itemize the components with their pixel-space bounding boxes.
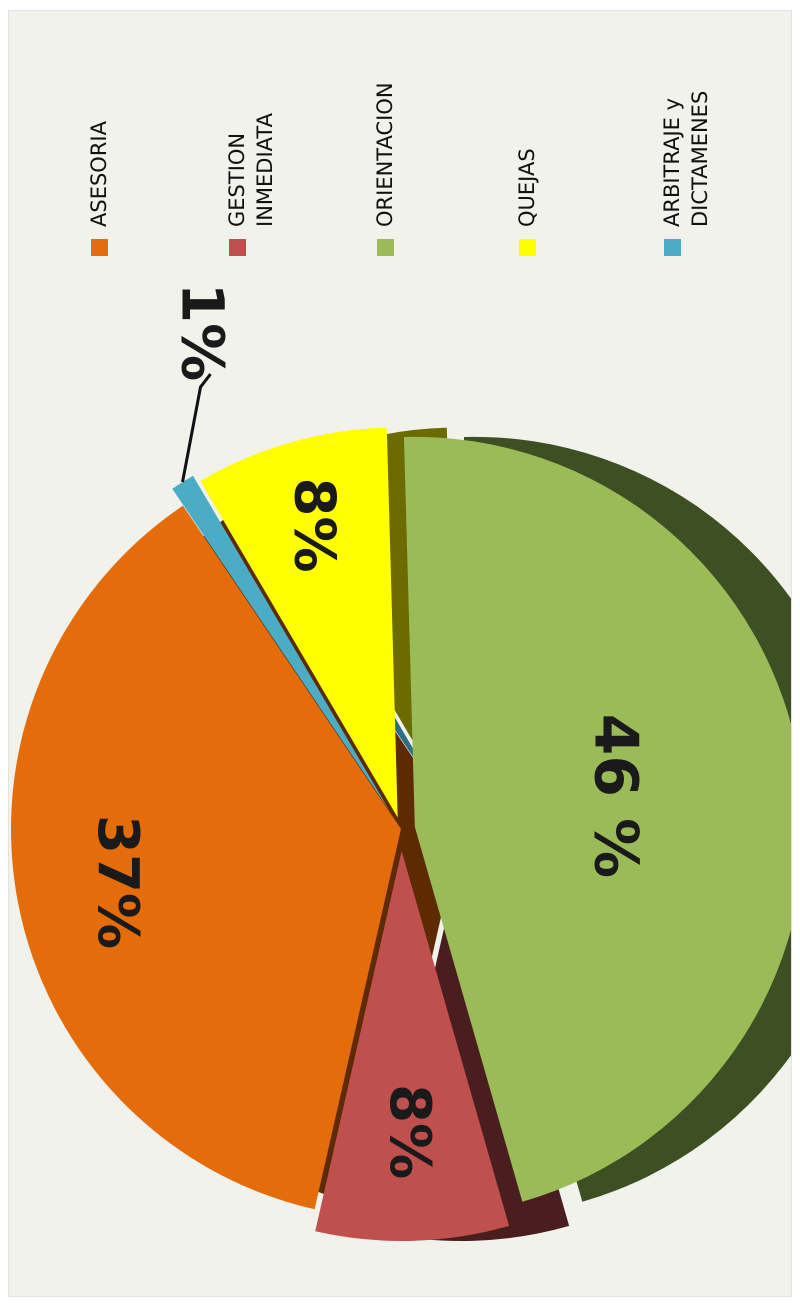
legend-label-arbitraje-y-dictamenes-line-2: DICTAMENES <box>688 91 712 227</box>
chart-frame: 37% 8% 46 % 8% 1% ASESORIA GESTION INMEDIATA OR… <box>8 10 792 1297</box>
data-label-asesoria: 37% <box>85 815 150 949</box>
legend-swatch-gestion-inmediata <box>229 239 246 256</box>
legend-item-orientacion: ORIENTACION <box>373 82 397 256</box>
data-label-orientacion: 46 % <box>580 714 650 879</box>
legend-item-quejas: QUEJAS <box>515 148 539 256</box>
legend-item-arbitraje-y-dictamenes: ARBITRAJE y DICTAMENES <box>660 91 712 256</box>
pie-slice-orientacion <box>403 436 791 1202</box>
legend-item-asesoria: ASESORIA <box>87 120 111 256</box>
pie-chart: 37% 8% 46 % 8% 1% ASESORIA GESTION INMEDIATA OR… <box>10 82 791 1241</box>
data-label-gestion-inmediata: 8% <box>377 1084 442 1179</box>
leader-line-arbitraje-y-dictamenes <box>181 373 212 483</box>
legend-label-orientacion-line-1: ORIENTACION <box>373 82 397 227</box>
legend-label-quejas-line-1: QUEJAS <box>515 148 539 227</box>
legend-swatch-quejas <box>519 239 536 256</box>
pie-slice-arbitraje-y-dictamenes <box>172 475 391 813</box>
legend-label-asesoria-line-1: ASESORIA <box>87 120 111 227</box>
data-label-arbitraje-y-dictamenes: 1% <box>169 283 237 381</box>
legend-swatch-asesoria <box>91 239 108 256</box>
legend-label-arbitraje-y-dictamenes-line-1: ARBITRAJE y <box>660 98 684 227</box>
pie-slice-asesoria <box>10 505 402 1210</box>
pie-slice-quejas <box>200 427 398 818</box>
data-label-quejas: 8% <box>281 478 346 573</box>
legend-item-gestion-inmediata: GESTION INMEDIATA <box>225 112 277 256</box>
legend-label-gestion-inmediata-line-1: GESTION <box>225 133 249 227</box>
legend-label-gestion-inmediata-line-2: INMEDIATA <box>253 112 277 227</box>
legend-swatch-arbitraje-y-dictamenes <box>664 239 681 256</box>
pie-slice-gestion-inmediata <box>315 850 510 1241</box>
legend-swatch-orientacion <box>377 239 394 256</box>
